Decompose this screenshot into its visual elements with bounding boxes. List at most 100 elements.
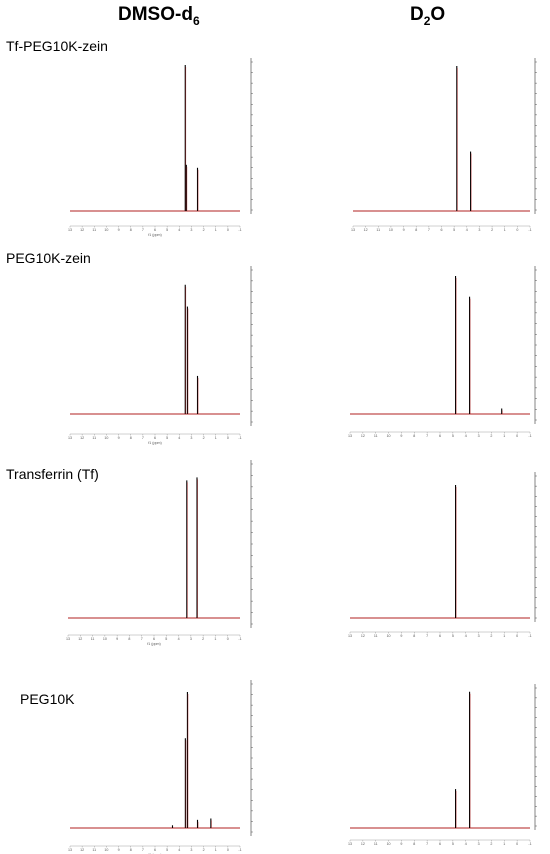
spectrum-3-x-tick-label: -1: [528, 434, 531, 438]
spectrum-4-x-tick-label: 1: [214, 637, 216, 641]
spectrum-1-x-tick-label: 10: [389, 228, 393, 232]
spectrum-5-x-tick-label: 9: [400, 634, 402, 638]
spectrum-4-x-tick-label: 7: [141, 637, 143, 641]
spectrum-6-x-tick-label: 4: [178, 848, 180, 852]
spectrum-6-x-tick-label: 8: [130, 848, 132, 852]
spectrum-4-x-tick-label: 2: [202, 637, 204, 641]
row-label-tf-peg10k-zein: Tf-PEG10K-zein: [6, 38, 108, 54]
spectrum-0-x-tick-label: -1: [238, 228, 241, 232]
spectrum-0-x-tick-label: 5: [166, 228, 168, 232]
spectrum-0-x-tick-label: 6: [154, 228, 156, 232]
spectrum-6-x-tick-label: 2: [203, 848, 205, 852]
spectrum-1-x-tick-label: 1: [504, 228, 506, 232]
spectrum-7-x-tick-label: -1: [528, 842, 531, 846]
spectrum-2-x-tick-label: 2: [203, 436, 205, 440]
spectrum-0-x-tick-label: 13: [68, 228, 72, 232]
spectrum-3-x-tick-label: 10: [387, 434, 391, 438]
spectrum-4-x-tick-label: 6: [153, 637, 155, 641]
spectrum-2-x-tick-label: 3: [190, 436, 192, 440]
spectrum-2-x-tick-label: -1: [238, 436, 241, 440]
spectrum-4-x-tick-label: 11: [91, 637, 95, 641]
spectrum-2-x-tick-label: 4: [178, 436, 180, 440]
spectrum-6-x-tick-label: 3: [190, 848, 192, 852]
spectrum-5-x-tick-label: 6: [439, 634, 441, 638]
spectrum-4-x-tick-label: -1: [238, 637, 241, 641]
spectrum-0-x-tick-label: 12: [80, 228, 84, 232]
spectrum-2-x-tick-label: 13: [68, 436, 72, 440]
spectrum-3-x-tick-label: 13: [348, 434, 352, 438]
spectrum-2-x-tick-label: 5: [166, 436, 168, 440]
spectrum-7-x-tick-label: 3: [478, 842, 480, 846]
spectrum-1-x-tick-label: 0: [516, 228, 518, 232]
row-label-transferrin: Transferrin (Tf): [6, 466, 99, 482]
spectrum-3-x-tick-label: 7: [426, 434, 428, 438]
spectrum-1-x-tick-label: 13: [351, 228, 355, 232]
spectrum-0-x-tick-label: 0: [227, 228, 229, 232]
spectrum-4-x-tick-label: 9: [116, 637, 118, 641]
spectrum-6-x-tick-label: 7: [142, 848, 144, 852]
spectrum-4-x-tick-label: 0: [227, 637, 229, 641]
spectrum-1-x-tick-label: 3: [478, 228, 480, 232]
spectrum-5-x-tick-label: 10: [387, 634, 391, 638]
spectrum-7-x-tick-label: 5: [452, 842, 454, 846]
spectrum-3-x-tick-label: 1: [503, 434, 505, 438]
spectrum-0-x-tick-label: 8: [130, 228, 132, 232]
spectrum-4-x-tick-label: 3: [190, 637, 192, 641]
spectrum-5-x-tick-label: 7: [426, 634, 428, 638]
spectrum-4-x-tick-label: 10: [103, 637, 107, 641]
spectrum-3-x-tick-label: 2: [490, 434, 492, 438]
spectrum-5-x-tick-label: 0: [516, 634, 518, 638]
spectrum-0-x-tick-label: 11: [92, 228, 96, 232]
spectrum-7-x-tick-label: 0: [516, 842, 518, 846]
spectrum-2-x-tick-label: 10: [104, 436, 108, 440]
spectrum-4-x-axis-title: f1 (ppm): [147, 642, 160, 646]
spectrum-3-x-tick-label: 9: [400, 434, 402, 438]
spectrum-3-x-tick-label: 3: [478, 434, 480, 438]
spectrum-1-x-tick-label: 8: [415, 228, 417, 232]
spectrum-7-x-tick-label: 8: [413, 842, 415, 846]
spectrum-6-x-tick-label: 1: [215, 848, 217, 852]
spectrum-4-x-tick-label: 8: [128, 637, 130, 641]
spectrum-0-x-tick-label: 4: [178, 228, 180, 232]
spectrum-7-x-tick-label: 11: [374, 842, 378, 846]
spectrum-6-x-tick-label: 12: [80, 848, 84, 852]
spectrum-2-x-tick-label: 0: [227, 436, 229, 440]
row-label-peg10k: PEG10K: [20, 691, 75, 707]
spectrum-1-x-tick-label: 6: [441, 228, 443, 232]
spectrum-5-x-tick-label: 12: [361, 634, 365, 638]
spectrum-0-x-tick-label: 2: [203, 228, 205, 232]
spectrum-1-x-tick-label: 12: [364, 228, 368, 232]
spectrum-3-x-tick-label: 6: [439, 434, 441, 438]
spectrum-1-x-tick-label: 2: [491, 228, 493, 232]
spectrum-6-x-tick-label: -1: [238, 848, 241, 852]
spectrum-1-x-tick-label: 4: [466, 228, 468, 232]
spectrum-6-x-tick-label: 10: [104, 848, 108, 852]
spectrum-7-x-tick-label: 13: [348, 842, 352, 846]
spectrum-3-x-tick-label: 4: [465, 434, 467, 438]
spectrum-5-x-tick-label: 13: [348, 634, 352, 638]
spectrum-0-x-tick-label: 10: [104, 228, 108, 232]
spectrum-2-x-tick-label: 1: [215, 436, 217, 440]
spectrum-2-x-tick-label: 12: [80, 436, 84, 440]
spectrum-2-x-tick-label: 8: [130, 436, 132, 440]
spectrum-0-x-axis-title: f1 (ppm): [148, 233, 161, 237]
spectrum-3-x-tick-label: 8: [413, 434, 415, 438]
spectrum-6-x-tick-label: 11: [92, 848, 96, 852]
spectrum-7-x-tick-label: 7: [426, 842, 428, 846]
spectrum-6-x-tick-label: 13: [68, 848, 72, 852]
spectrum-5-x-tick-label: 11: [374, 634, 378, 638]
spectrum-5-x-tick-label: 3: [478, 634, 480, 638]
spectrum-5-x-tick-label: 5: [452, 634, 454, 638]
spectrum-6-x-tick-label: 6: [154, 848, 156, 852]
spectrum-1-x-tick-label: 9: [403, 228, 405, 232]
spectrum-0-x-tick-label: 3: [190, 228, 192, 232]
col-header-d2o: D2O: [410, 4, 446, 28]
spectrum-7-x-tick-label: 1: [503, 842, 505, 846]
spectrum-6-x-tick-label: 5: [166, 848, 168, 852]
spectrum-0-x-tick-label: 1: [215, 228, 217, 232]
spectrum-4-x-tick-label: 4: [178, 637, 180, 641]
spectrum-5-x-tick-label: 1: [503, 634, 505, 638]
spectrum-3-x-tick-label: 11: [374, 434, 378, 438]
spectrum-2-x-tick-label: 11: [92, 436, 96, 440]
col-header-dmso: DMSO-d6: [118, 4, 200, 28]
